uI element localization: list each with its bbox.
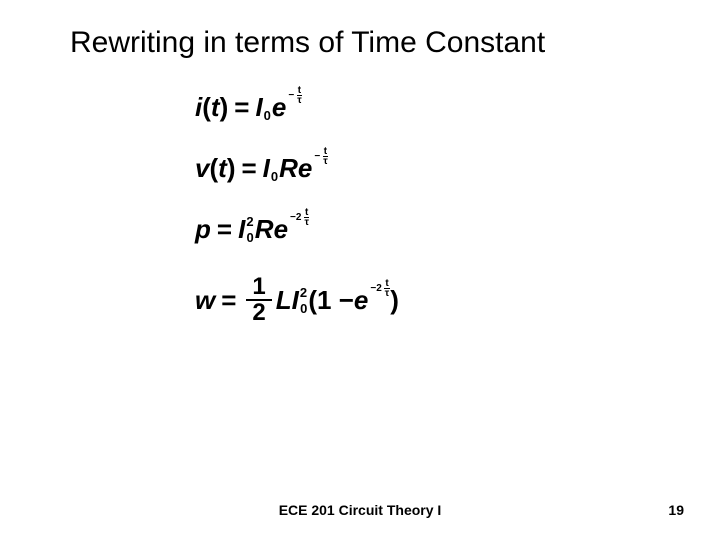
eq-exp-num: t [384,279,389,289]
eq-exp-neg: − [314,151,320,162]
eq-e: e [274,214,288,245]
eq-exp-den: τ [322,157,328,166]
eq-exp-neg: −2 [290,212,301,223]
equation-current: i(t) = I0 e − t τ [195,92,399,123]
eq-equals: = [241,153,256,184]
eq-I: I [255,92,262,123]
equation-voltage: v(t) = I0 R e − t τ [195,153,399,184]
eq-e: e [298,153,312,184]
eq-LI: LI [276,285,299,316]
eq-lhs-var: i [195,92,202,123]
eq-R: R [279,153,298,184]
eq-I-sub: 0 [247,230,254,245]
eq-frac-num: 1 [246,275,271,301]
eq-exponent: −2 t τ [288,220,310,239]
eq-exponent: − t τ [312,159,328,178]
eq-equals: = [221,285,236,316]
eq-e: e [354,285,368,316]
equation-power: p = I20 R e −2 t τ [195,214,399,245]
eq-I-sub: 0 [300,301,307,316]
eq-exponent: −2 t τ [368,291,390,310]
eq-exp-frac: t τ [384,279,390,298]
eq-equals: = [234,92,249,123]
eq-half-frac: 1 2 [246,275,271,325]
eq-I-sub: 0 [271,169,278,184]
eq-lhs-arg: t [211,92,220,123]
eq-close: ) [390,285,399,316]
eq-equals: = [217,214,232,245]
eq-I-sup: 2 [246,214,253,229]
eq-paren-close: ) [220,92,229,123]
eq-R: R [255,214,274,245]
eq-open: (1 − [308,285,354,316]
eq-I: I [263,153,270,184]
eq-I: I [238,214,245,245]
slide-title: Rewriting in terms of Time Constant [70,26,680,60]
equation-energy: w = 1 2 LI20 (1 − e −2 t τ ) [195,275,399,325]
eq-paren-open: ( [209,153,218,184]
eq-I-sub: 0 [264,108,271,123]
eq-exp-neg: − [288,90,294,101]
eq-exp-den: τ [296,96,302,105]
page-number: 19 [668,502,684,518]
eq-e: e [272,92,286,123]
eq-lhs-var: w [195,285,215,316]
eq-exponent: − t τ [286,98,302,117]
eq-exp-frac: t τ [296,86,302,105]
footer-course-label: ECE 201 Circuit Theory I [0,502,720,518]
eq-lhs-arg: t [218,153,227,184]
eq-exp-neg: −2 [370,283,381,294]
eq-frac-den: 2 [246,301,271,325]
eq-paren-close: ) [227,153,236,184]
equation-block: i(t) = I0 e − t τ v(t) = I0 R e − t [195,92,399,325]
eq-I-sup: 2 [300,285,307,300]
eq-exp-den: τ [384,289,390,298]
eq-lhs-var: p [195,214,211,245]
slide: Rewriting in terms of Time Constant i(t)… [0,0,720,540]
eq-exp-frac: t τ [322,147,328,166]
eq-paren-open: ( [202,92,211,123]
eq-exp-frac: t τ [303,208,309,227]
eq-exp-den: τ [303,218,309,227]
eq-lhs-var: v [195,153,209,184]
